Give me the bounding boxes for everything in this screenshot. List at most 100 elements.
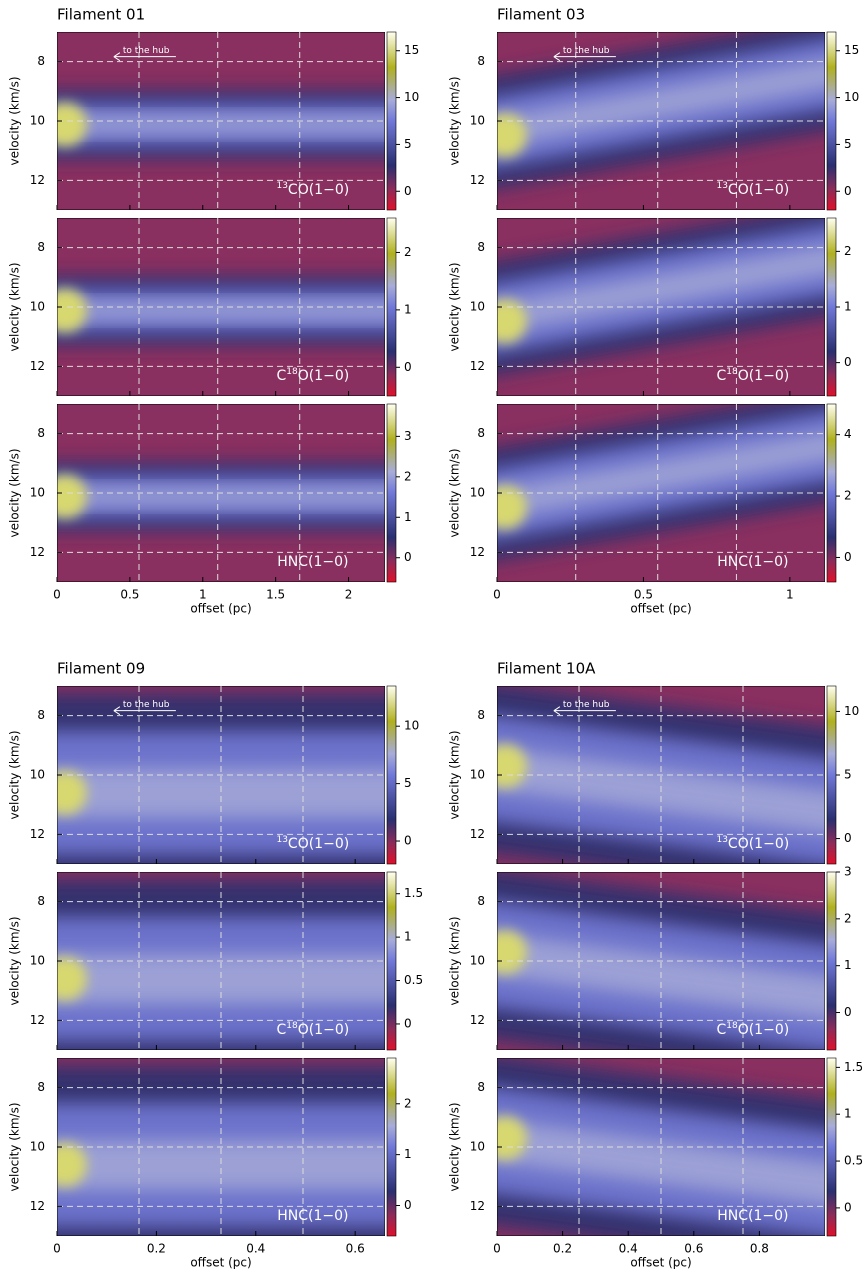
emission [497,246,825,332]
y-tick-label: 8 [477,240,485,254]
label-post: HNC(1−0) [717,1208,788,1224]
x-tick-label: 1 [199,588,207,602]
pv-panel: 8 10 12 0 0.5 1 velocity (km/s) HNC(1−0) 0 2 4 [448,403,852,602]
colorbar-tick-label: 10 [844,704,859,718]
label-sup: 13 [716,835,727,845]
y-axis-label: velocity (km/s) [8,730,22,819]
colorbar [826,217,837,397]
y-tick-label: 12 [470,359,485,373]
x-tick-label: 0.2 [553,1242,572,1256]
colorbar-tick-label: 15 [404,43,419,57]
emission [57,488,385,506]
label-sup: 13 [716,181,727,191]
heatmap [57,32,385,210]
heatmap [57,218,385,396]
y-tick-label: 8 [37,54,45,68]
x-tick-label: 0.5 [120,588,139,602]
label-post: HNC(1−0) [277,1208,348,1224]
colorbar-tick-label: 0 [844,1005,852,1019]
peak [57,956,87,1001]
y-axis-label: velocity (km/s) [8,262,22,351]
hub-annotation: to the hub [123,700,170,710]
y-tick-label: 12 [30,1013,45,1027]
colorbar-tick-label: 0 [404,1016,412,1030]
colorbar [386,871,397,1051]
colorbar-tick-label: 0 [404,834,412,848]
y-axis-label: velocity (km/s) [448,730,462,819]
label-post: HNC(1−0) [277,554,348,570]
x-tick-label: 0.6 [684,1242,703,1256]
y-tick-label: 10 [30,486,45,500]
colorbar [386,403,397,583]
y-axis-label: velocity (km/s) [8,1102,22,1191]
label-sup: 18 [726,1021,738,1031]
label-post: CO(1−0) [728,182,789,198]
y-tick-label: 12 [30,359,45,373]
hub-annotation: to the hub [563,700,610,710]
y-tick-label: 8 [37,708,45,722]
colorbar [386,31,397,211]
figure-title: Filament 10A [497,660,596,678]
heatmap [497,32,825,210]
y-tick-label: 10 [30,954,45,968]
hub-arrowhead [113,706,121,716]
y-tick-label: 10 [30,1140,45,1154]
peak [497,485,527,530]
line-label: 13CO(1−0) [716,835,789,853]
x-tick-label: 0.6 [346,1242,365,1256]
label-post: O(1−0) [738,1022,790,1038]
y-tick-label: 12 [30,1199,45,1213]
x-tick-label: 0 [53,588,61,602]
heatmap [57,404,385,582]
peak [497,744,527,789]
peak [57,102,87,147]
peak [57,474,87,519]
label-post: O(1−0) [298,368,350,384]
colorbar-tick-label: 3 [404,429,412,443]
heatmap [497,404,825,582]
heatmap [497,686,825,864]
colorbar-tick-label: 10 [404,90,419,104]
y-tick-label: 12 [30,827,45,841]
colorbar-tick-label: 2 [404,469,412,483]
colorbar-tick-label: 15 [844,43,859,57]
y-axis-label: velocity (km/s) [448,448,462,537]
colorbar-tick-label: 2 [844,489,852,503]
y-tick-label: 10 [470,300,485,314]
y-tick-label: 8 [477,1080,485,1094]
label-post: CO(1−0) [728,836,789,852]
y-tick-label: 10 [30,300,45,314]
label-sup: 13 [276,835,287,845]
emission [57,302,385,320]
y-tick-label: 8 [37,1080,45,1094]
y-tick-label: 10 [30,768,45,782]
heatmap [57,686,385,864]
emission [57,116,385,134]
y-tick-label: 12 [470,545,485,559]
y-tick-label: 8 [477,894,485,908]
y-tick-label: 10 [470,768,485,782]
heatmap [57,872,385,1050]
peak [497,299,527,344]
peak [497,930,527,975]
colorbar-tick-label: 0 [844,355,852,369]
colorbar-tick-label: 4 [844,427,852,441]
colorbar [826,403,837,583]
x-axis-label: offset (pc) [630,602,691,616]
colorbar [386,1057,397,1237]
colorbar [826,31,837,211]
y-axis-label: velocity (km/s) [448,76,462,165]
line-label: HNC(1−0) [277,554,348,570]
x-tick-label: 0.4 [619,1242,638,1256]
y-tick-label: 12 [470,1013,485,1027]
pv-panel: 8 10 12 velocity (km/s) C18O(1−0) 0 0.5 1 1.5 [8,871,423,1051]
x-tick-label: 0.4 [246,1242,265,1256]
colorbar-tick-label: 0 [844,550,852,564]
x-tick-label: 1.5 [266,588,285,602]
hub-arrowhead [113,52,121,62]
colorbar-tick-label: 1 [404,510,412,524]
